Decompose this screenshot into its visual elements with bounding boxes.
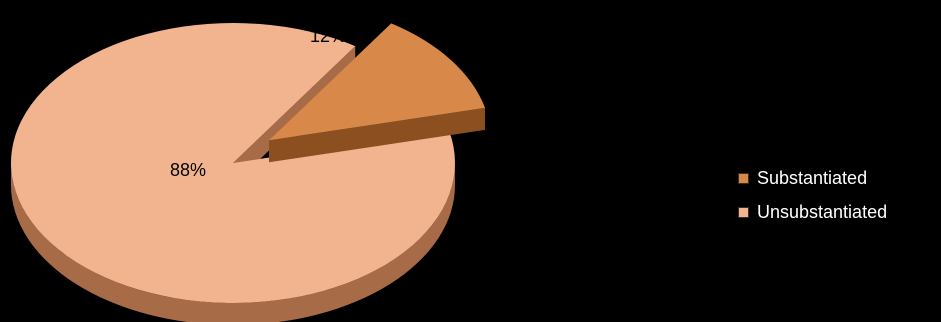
pie-slice-unsubstantiated [11, 23, 456, 322]
data-label-unsubstantiated: 88% [170, 160, 206, 180]
legend-label-unsubstantiated: Unsubstantiated [757, 201, 888, 222]
legend-label-substantiated: Substantiated [757, 167, 868, 188]
pie-slice-top-unsubstantiated [11, 23, 456, 304]
legend-swatch-substantiated [738, 172, 749, 184]
data-label-substantiated: 12% [310, 26, 346, 46]
legend-item-unsubstantiated: Unsubstantiated [738, 197, 887, 227]
legend: Substantiated Unsubstantiated [738, 163, 887, 231]
pie-slice-top-substantiated [269, 23, 485, 141]
legend-swatch-unsubstantiated [738, 206, 749, 218]
pie-slice-substantiated [269, 23, 485, 163]
pie-slice-edge-unsubstantiated-1 [233, 46, 356, 185]
pie-slice-edge-substantiated-1 [269, 107, 485, 163]
legend-item-substantiated: Substantiated [738, 163, 887, 193]
